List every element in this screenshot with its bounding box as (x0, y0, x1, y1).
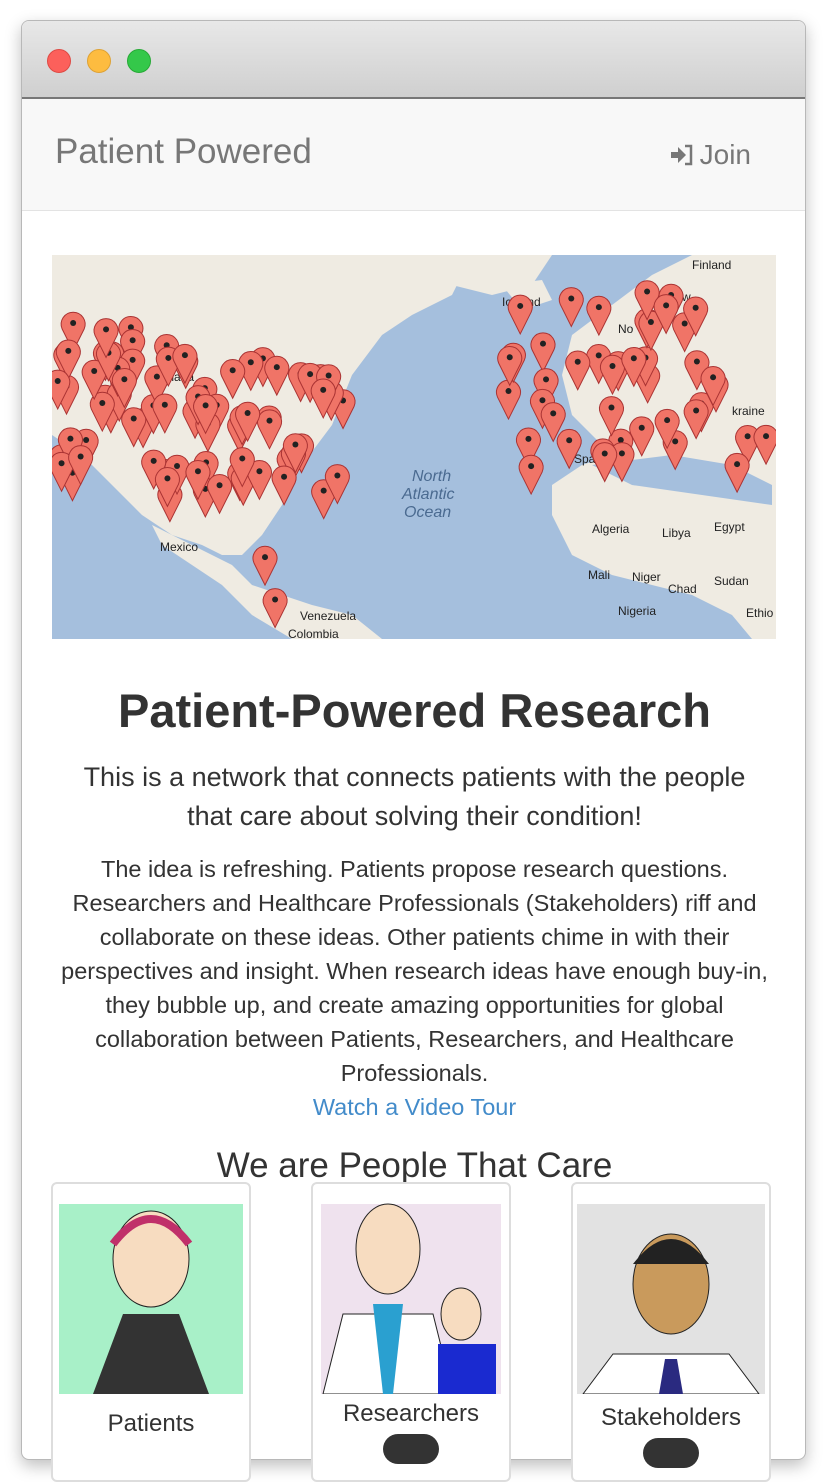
join-label: Join (699, 139, 751, 170)
map-marker[interactable] (282, 433, 308, 474)
world-map[interactable]: FinlandIcelandCanadaMexicoNorthAtlanticO… (52, 255, 776, 639)
map-marker[interactable] (586, 295, 612, 337)
stakeholder-illustration (577, 1204, 765, 1395)
map-marker[interactable] (497, 346, 523, 387)
map-marker[interactable] (68, 445, 94, 486)
map-marker[interactable] (653, 294, 679, 335)
sign-in-icon (670, 144, 692, 166)
map-marker[interactable] (565, 350, 591, 391)
map-marker[interactable] (556, 429, 582, 470)
map-marker[interactable] (724, 452, 750, 494)
navbar: Patient Powered Join (22, 99, 805, 211)
map-marker[interactable] (621, 347, 647, 388)
map-label: Ethio (746, 606, 774, 620)
map-marker[interactable] (515, 427, 541, 468)
map-marker[interactable] (558, 287, 584, 328)
map-marker[interactable] (152, 393, 178, 434)
map-marker[interactable] (141, 449, 167, 490)
map-marker[interactable] (629, 416, 655, 457)
brand-link[interactable]: Patient Powered (55, 132, 312, 171)
map-label: Sudan (714, 574, 749, 588)
map-marker[interactable] (252, 545, 278, 587)
card-label: Stakeholders (600, 1404, 742, 1431)
card-patients[interactable]: Patients (51, 1182, 251, 1482)
map-label: Algeria (592, 522, 630, 536)
browser-window: Patient Powered Join FinlandIcelandCanad… (21, 20, 806, 1460)
map-marker[interactable] (154, 467, 180, 508)
map-label: Mali (588, 568, 610, 582)
map-marker[interactable] (207, 474, 233, 515)
people-heading: We are People That Care (216, 1146, 613, 1185)
map-marker[interactable] (55, 339, 81, 380)
researchers-badge (383, 1434, 439, 1464)
join-link[interactable]: Join (670, 139, 751, 171)
map-marker[interactable] (683, 296, 709, 337)
map-marker[interactable] (220, 359, 246, 400)
map-marker[interactable] (60, 311, 86, 353)
map-label: Ocean (404, 504, 451, 521)
map-marker[interactable] (185, 460, 211, 501)
map-marker[interactable] (310, 378, 336, 419)
map-label: Chad (668, 582, 697, 596)
zoom-button[interactable] (127, 49, 151, 73)
map-label: Colombia (288, 627, 339, 639)
map-marker[interactable] (684, 350, 710, 391)
map-marker[interactable] (324, 464, 350, 505)
map-marker[interactable] (52, 369, 71, 411)
map-marker[interactable] (507, 294, 533, 336)
map-marker[interactable] (592, 442, 618, 483)
stakeholders-badge (643, 1438, 699, 1468)
map-marker[interactable] (262, 588, 288, 629)
close-button[interactable] (47, 49, 71, 73)
lead-text: This is a network that connects patients… (83, 762, 746, 831)
map-label: Niger (632, 570, 661, 584)
map-marker[interactable] (533, 368, 559, 409)
minimize-button[interactable] (87, 49, 111, 73)
researchers-illustration (321, 1203, 501, 1395)
video-tour-link[interactable]: Watch a Video Tour (312, 1094, 517, 1120)
page-title: Patient-Powered Research (118, 684, 711, 737)
map-land-iceland (502, 280, 552, 310)
card-stakeholders[interactable]: Stakeholders (571, 1182, 771, 1482)
description-text: The idea is refreshing. Patients propose… (61, 856, 768, 1086)
map-marker[interactable] (93, 318, 119, 359)
map-label: Libya (662, 526, 691, 540)
map-label: Egypt (714, 520, 745, 534)
map-land-central-america (152, 525, 382, 639)
map-marker[interactable] (518, 454, 544, 496)
map-marker[interactable] (121, 407, 147, 448)
card-researchers[interactable]: Researchers (311, 1182, 511, 1482)
map-marker[interactable] (654, 408, 680, 450)
map-label: Spa (574, 452, 596, 466)
map-marker[interactable] (89, 391, 115, 433)
map-marker[interactable] (598, 396, 624, 437)
map-marker[interactable] (683, 399, 709, 440)
map-marker[interactable] (257, 409, 282, 450)
map-label: Mexico (160, 540, 198, 554)
map-label: Venezuela (300, 609, 356, 623)
map-label: Atlantic (401, 486, 454, 503)
title-bar (22, 21, 805, 99)
card-label: Researchers (342, 1400, 480, 1427)
map-marker[interactable] (193, 394, 219, 435)
map-marker[interactable] (111, 368, 137, 409)
map-label: kraine (732, 404, 765, 418)
map-marker[interactable] (271, 465, 297, 506)
map-marker[interactable] (753, 424, 776, 466)
map-marker[interactable] (172, 343, 198, 385)
map-marker[interactable] (235, 401, 261, 443)
map-marker[interactable] (700, 366, 726, 407)
patient-illustration (59, 1204, 243, 1394)
map-marker[interactable] (264, 355, 290, 397)
map-marker[interactable] (57, 427, 83, 468)
map-marker[interactable] (540, 402, 566, 443)
map-marker[interactable] (530, 332, 556, 373)
map-label: North (412, 468, 451, 485)
map-label: Finland (692, 258, 731, 272)
card-label: Patients (107, 1410, 195, 1437)
map-label: Nigeria (618, 604, 656, 618)
hero-section: Patient-Powered Research This is a netwo… (22, 661, 805, 1186)
map-label: No (618, 322, 634, 336)
map-marker[interactable] (229, 447, 255, 488)
